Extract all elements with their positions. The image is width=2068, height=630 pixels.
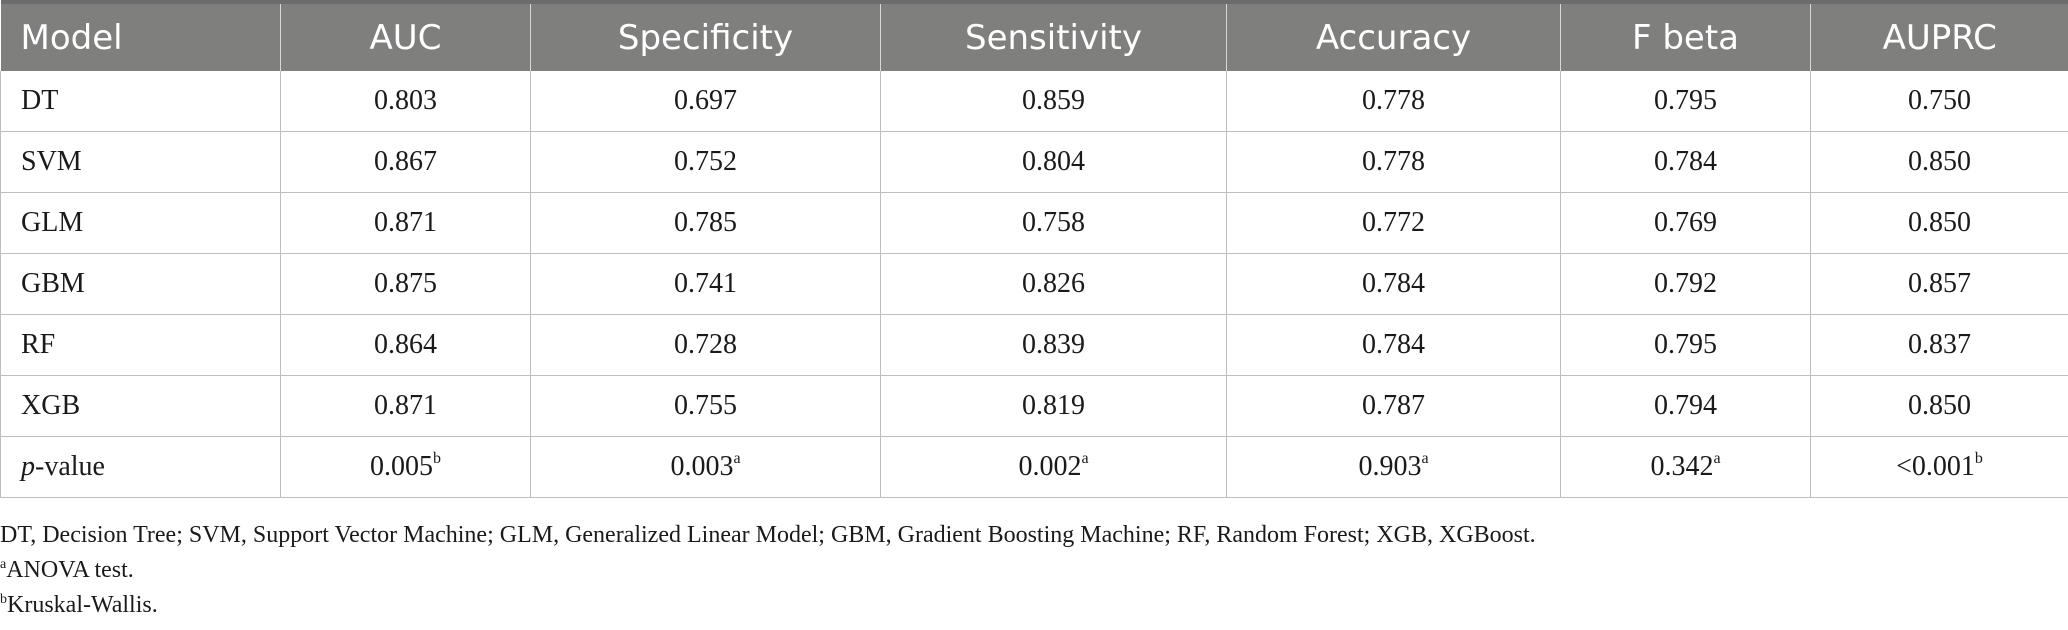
cell-value: 0.826 xyxy=(880,253,1227,315)
header-accuracy: Accuracy xyxy=(1226,0,1561,71)
pvalue: 0.005 xyxy=(370,451,433,482)
cell-value: 0.795 xyxy=(1560,314,1811,376)
cell-value: 0.758 xyxy=(880,192,1227,254)
cell-value: 0.803 xyxy=(280,71,531,132)
cell-value: 0.784 xyxy=(1226,314,1561,376)
pvalue: 0.342 xyxy=(1650,451,1714,482)
cell-model: GLM xyxy=(0,192,281,254)
footnote-b: bKruskal-Wallis. xyxy=(0,588,2068,623)
cell-pvalue-label: p-value xyxy=(0,436,281,498)
cell-pvalue: <0.001b xyxy=(1810,436,2068,498)
cell-value: 0.867 xyxy=(280,131,531,193)
cell-value: 0.837 xyxy=(1810,314,2068,376)
cell-pvalue: 0.005b xyxy=(280,436,531,498)
pvalue-footnote-mark: a xyxy=(1081,450,1089,467)
cell-value: 0.755 xyxy=(530,375,881,437)
pvalue-label-italic: p xyxy=(21,451,35,482)
cell-value: 0.871 xyxy=(280,192,531,254)
cell-value: 0.871 xyxy=(280,375,531,437)
cell-pvalue: 0.342a xyxy=(1560,436,1811,498)
cell-value: 0.794 xyxy=(1560,375,1811,437)
table-row: GLM 0.871 0.785 0.758 0.772 0.769 0.850 xyxy=(0,192,2068,254)
header-auc: AUC xyxy=(280,0,531,71)
cell-value: 0.864 xyxy=(280,314,531,376)
header-model: Model xyxy=(0,0,281,71)
table-row: GBM 0.875 0.741 0.826 0.784 0.792 0.857 xyxy=(0,253,2068,315)
pvalue-footnote-mark: b xyxy=(1974,450,1983,467)
pvalue: 0.003 xyxy=(670,451,734,482)
cell-model: RF xyxy=(0,314,281,376)
cell-value: 0.752 xyxy=(530,131,881,193)
cell-value: 0.728 xyxy=(530,314,881,376)
pvalue-label-rest: -value xyxy=(35,451,105,482)
pvalue-footnote-mark: a xyxy=(1421,450,1429,467)
cell-value: 0.741 xyxy=(530,253,881,315)
cell-value: 0.772 xyxy=(1226,192,1561,254)
cell-pvalue: 0.002a xyxy=(880,436,1227,498)
cell-value: 0.850 xyxy=(1810,375,2068,437)
cell-model: SVM xyxy=(0,131,281,193)
results-table-container: Model AUC Specificity Sensitivity Accura… xyxy=(0,0,2068,498)
pvalue: 0.002 xyxy=(1018,451,1082,482)
cell-model: GBM xyxy=(0,253,281,315)
footnote-text: Kruskal-Wallis. xyxy=(7,592,158,618)
footnote-a: aANOVA test. xyxy=(0,553,2068,588)
header-specificity: Specificity xyxy=(530,0,881,71)
cell-value: 0.850 xyxy=(1810,131,2068,193)
table-row: DT 0.803 0.697 0.859 0.778 0.795 0.750 xyxy=(0,71,2068,132)
cell-pvalue: 0.903a xyxy=(1226,436,1561,498)
cell-value: 0.769 xyxy=(1560,192,1811,254)
cell-value: 0.792 xyxy=(1560,253,1811,315)
cell-value: 0.839 xyxy=(880,314,1227,376)
pvalue-footnote-mark: a xyxy=(1713,450,1721,467)
model-performance-table: Model AUC Specificity Sensitivity Accura… xyxy=(0,0,2068,498)
cell-pvalue: 0.003a xyxy=(530,436,881,498)
cell-value: 0.787 xyxy=(1226,375,1561,437)
cell-value: 0.784 xyxy=(1226,253,1561,315)
table-row: RF 0.864 0.728 0.839 0.784 0.795 0.837 xyxy=(0,314,2068,376)
cell-value: 0.859 xyxy=(880,71,1227,132)
table-row: SVM 0.867 0.752 0.804 0.778 0.784 0.850 xyxy=(0,131,2068,193)
pvalue: 0.903 xyxy=(1358,451,1422,482)
footnote-text: ANOVA test. xyxy=(6,557,134,583)
cell-value: 0.697 xyxy=(530,71,881,132)
cell-model: DT xyxy=(0,71,281,132)
abbreviations-note: DT, Decision Tree; SVM, Support Vector M… xyxy=(0,522,1536,548)
pvalue-row: p-value 0.005b 0.003a 0.002a 0.903a 0.34… xyxy=(0,436,2068,498)
header-f-beta: F beta xyxy=(1560,0,1811,71)
table-header-row: Model AUC Specificity Sensitivity Accura… xyxy=(0,0,2068,71)
footnote-mark: b xyxy=(0,592,7,607)
pvalue-footnote-mark: a xyxy=(733,450,741,467)
cell-value: 0.804 xyxy=(880,131,1227,193)
table-footnotes: DT, Decision Tree; SVM, Support Vector M… xyxy=(0,518,2068,623)
cell-value: 0.795 xyxy=(1560,71,1811,132)
cell-value: 0.778 xyxy=(1226,71,1561,132)
cell-value: 0.819 xyxy=(880,375,1227,437)
cell-value: 0.778 xyxy=(1226,131,1561,193)
cell-value: 0.750 xyxy=(1810,71,2068,132)
cell-value: 0.875 xyxy=(280,253,531,315)
pvalue: <0.001 xyxy=(1896,451,1975,482)
cell-value: 0.785 xyxy=(530,192,881,254)
table-row: XGB 0.871 0.755 0.819 0.787 0.794 0.850 xyxy=(0,375,2068,437)
header-sensitivity: Sensitivity xyxy=(880,0,1227,71)
cell-model: XGB xyxy=(0,375,281,437)
footnote-mark: a xyxy=(0,557,7,572)
pvalue-footnote-mark: b xyxy=(433,450,441,467)
cell-value: 0.857 xyxy=(1810,253,2068,315)
cell-value: 0.784 xyxy=(1560,131,1811,193)
header-auprc: AUPRC xyxy=(1810,0,2068,71)
cell-value: 0.850 xyxy=(1810,192,2068,254)
